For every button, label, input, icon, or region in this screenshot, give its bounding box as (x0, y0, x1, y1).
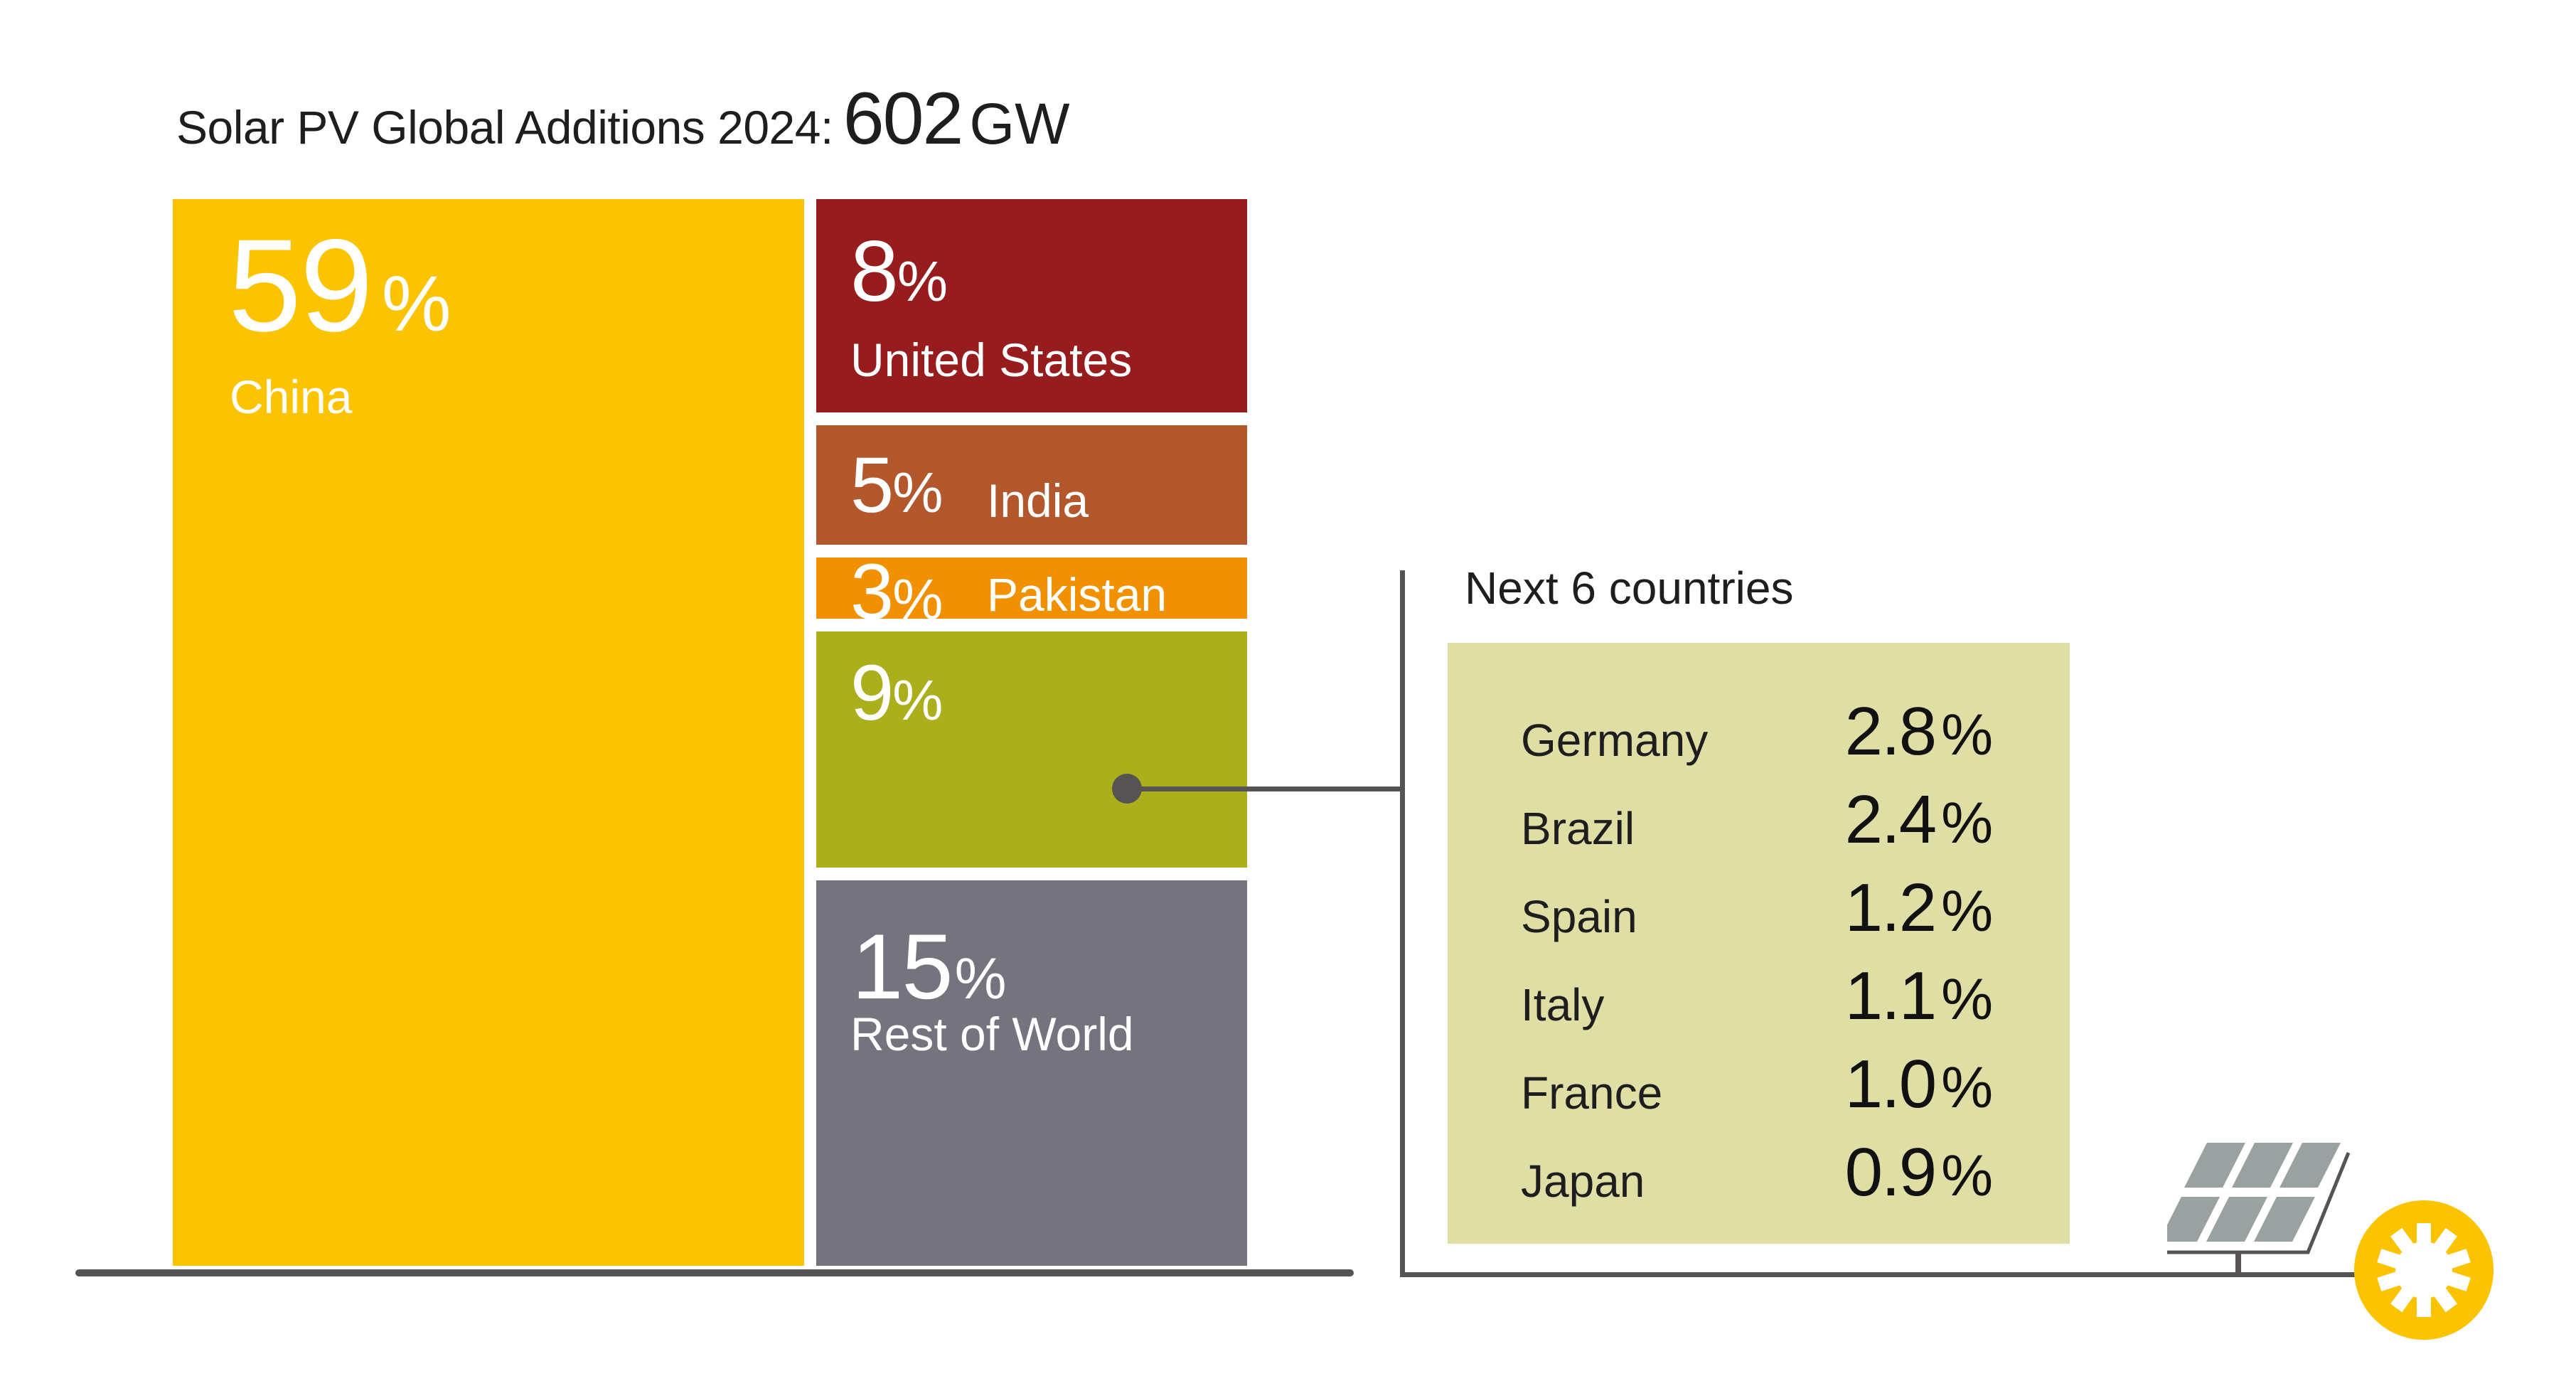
country-name: Spain (1521, 891, 1637, 942)
india-percent: 5% (850, 442, 944, 529)
country-value: 1.2% (1844, 870, 1993, 946)
next-six-percent: 9% (850, 649, 944, 737)
row-percent: 15% (852, 915, 1007, 1018)
block-pakistan: 3% Pakistan (816, 558, 1247, 619)
table-row: Spain 1.2% (1448, 869, 2070, 957)
block-india: 5% India (816, 425, 1247, 545)
total-value: 602 (843, 78, 964, 160)
connector-line (1127, 787, 1404, 791)
us-label: United States (850, 334, 1133, 386)
country-name: Japan (1521, 1156, 1645, 1207)
country-name: Italy (1521, 979, 1605, 1030)
country-name: Germany (1521, 715, 1709, 766)
total-unit: GW (969, 92, 1070, 156)
table-row: Italy 1.1% (1448, 957, 2070, 1045)
chart-title: Solar PV Global Additions 2024: 602 GW (176, 77, 1070, 161)
pakistan-percent: 3% (850, 558, 944, 619)
baseline (75, 1269, 1354, 1276)
block-next-six: 9% (816, 631, 1247, 868)
country-value: 2.8% (1844, 693, 1993, 769)
country-value: 0.9% (1844, 1134, 1993, 1210)
bracket-vertical (1400, 570, 1405, 1277)
next-six-title: Next 6 countries (1465, 562, 1794, 614)
block-united-states: 8% United States (816, 199, 1247, 412)
bracket-baseline (1400, 1272, 2367, 1277)
table-row: France 1.0% (1448, 1045, 2070, 1134)
next-six-table: Germany 2.8% Brazil 2.4% Spain 1.2% Ital… (1448, 643, 2070, 1244)
india-label: India (987, 474, 1089, 527)
us-percent: 8% (850, 223, 948, 319)
country-value: 1.0% (1844, 1046, 1993, 1122)
table-row: Brazil 2.4% (1448, 781, 2070, 869)
block-china: 59% China (173, 199, 804, 1266)
block-rest-of-world: 15% Rest of World (816, 880, 1247, 1266)
country-name: France (1521, 1067, 1663, 1119)
china-percent: 59% (228, 213, 451, 359)
country-name: Brazil (1521, 803, 1635, 854)
sun-icon (2353, 1199, 2495, 1345)
table-row: Germany 2.8% (1448, 693, 2070, 781)
solar-panel-icon (2159, 1138, 2366, 1284)
pakistan-label: Pakistan (987, 568, 1167, 619)
country-value: 2.4% (1844, 782, 1993, 858)
table-row: Japan 0.9% (1448, 1134, 2070, 1222)
china-label: China (230, 370, 353, 423)
connector-dot (1112, 774, 1142, 804)
title-text: Solar PV Global Additions 2024: (176, 101, 833, 154)
row-label: Rest of World (850, 1008, 1134, 1060)
country-value: 1.1% (1844, 958, 1993, 1034)
